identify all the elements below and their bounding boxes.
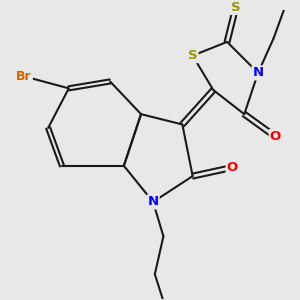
Text: O: O [270,130,281,143]
Text: O: O [226,161,238,174]
Text: N: N [148,195,159,208]
Text: N: N [253,66,264,80]
Text: S: S [231,1,241,14]
Text: Br: Br [16,70,32,83]
Text: S: S [188,49,197,62]
